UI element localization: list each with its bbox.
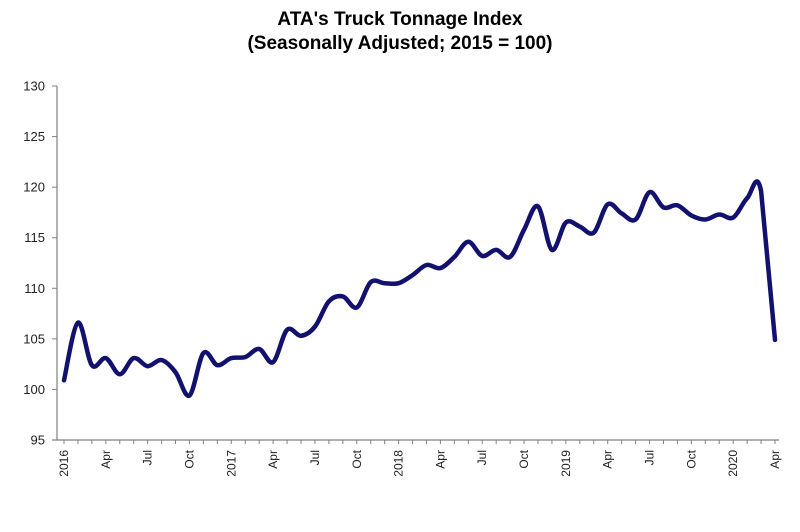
x-tick-label: Oct xyxy=(684,449,698,468)
axes xyxy=(52,86,779,441)
x-tick-label: Oct xyxy=(517,449,531,468)
chart-title-line2: (Seasonally Adjusted; 2015 = 100) xyxy=(247,33,553,54)
x-tick-label: Jul xyxy=(643,450,657,465)
x-axis-ticks: 2016 Apr Jul Oct 2017 Apr Jul Oct 2018 Apr Jul Oct 2… xyxy=(57,440,782,477)
x-tick-label: Apr xyxy=(768,450,782,469)
x-tick-label: Apr xyxy=(99,450,113,469)
x-tick-label: 2020 xyxy=(726,450,740,477)
y-tick-label: 110 xyxy=(24,281,45,296)
x-tick-label: Apr xyxy=(266,450,280,469)
y-tick-label: 130 xyxy=(23,79,45,94)
chart-title: ATA's Truck Tonnage Index (Seasonally Ad… xyxy=(0,8,800,56)
y-tick-label: 115 xyxy=(24,230,45,245)
x-tick-label: Jul xyxy=(141,450,155,465)
x-tick-label: 2016 xyxy=(57,450,71,477)
x-tick-label: Oct xyxy=(182,449,196,468)
y-tick-label: 105 xyxy=(23,331,45,346)
x-tick-label: Jul xyxy=(475,450,489,465)
x-tick-label: Oct xyxy=(350,449,364,468)
x-tick-label: 2019 xyxy=(559,450,573,477)
y-tick-label: 125 xyxy=(23,129,45,144)
y-tick-label: 120 xyxy=(23,180,45,195)
x-tick-label: Apr xyxy=(601,450,615,469)
series-line xyxy=(61,179,778,398)
x-tick-label: Jul xyxy=(308,450,322,465)
y-tick-label: 95 xyxy=(31,433,45,448)
x-tick-label: 2017 xyxy=(224,450,238,477)
x-tick-label: 2018 xyxy=(392,450,406,477)
y-tick-label: 100 xyxy=(23,382,45,397)
chart-title-line1: ATA's Truck Tonnage Index xyxy=(277,9,523,30)
x-tick-label: Apr xyxy=(433,450,447,469)
y-axis-ticks: 95 100 105 110 115 120 125 130 xyxy=(23,79,57,448)
